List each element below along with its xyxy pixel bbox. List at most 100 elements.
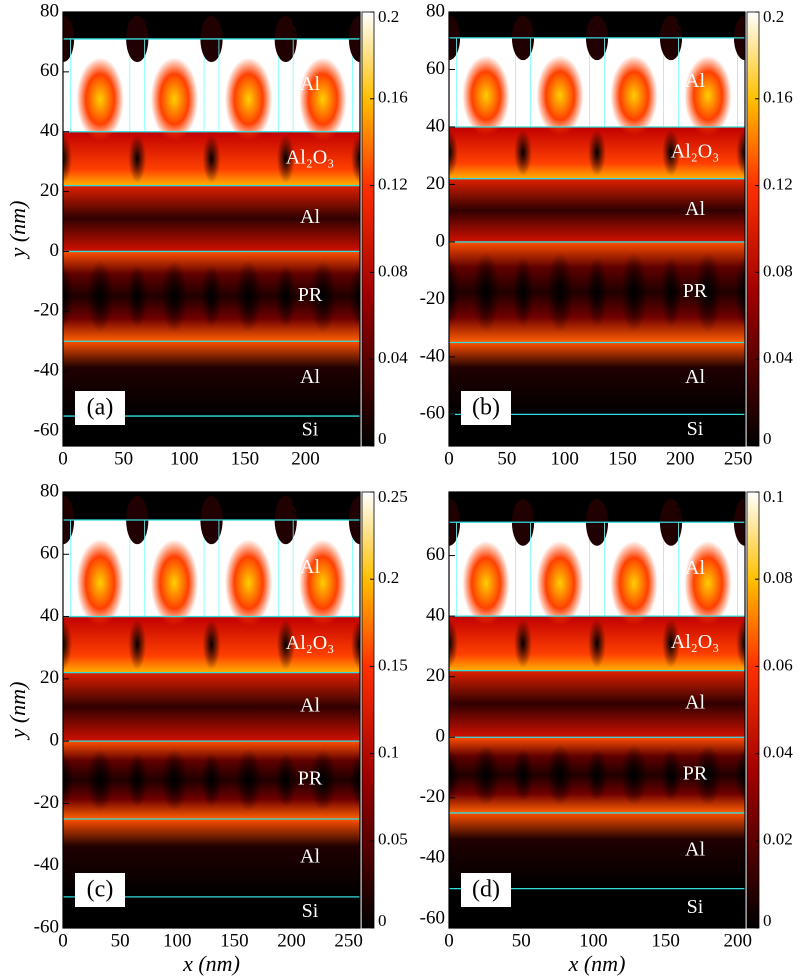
hot-blob xyxy=(76,57,124,142)
y-tick-label: -40 xyxy=(34,360,59,381)
layer-label: PR xyxy=(683,763,708,785)
x-tick-label: 150 xyxy=(220,930,249,951)
x-tick-label: 50 xyxy=(111,930,130,951)
hot-blob xyxy=(536,55,584,136)
al-mid-field xyxy=(449,178,745,242)
plot-frame xyxy=(62,11,361,447)
colorbar-label: 0.04 xyxy=(763,348,793,367)
dark-node xyxy=(86,748,114,812)
dark-node xyxy=(586,748,608,802)
dark-node xyxy=(201,752,222,808)
hot-blob xyxy=(610,55,658,136)
y-tick-label: -20 xyxy=(34,792,59,813)
dark-node xyxy=(588,129,606,177)
layer-label: Al xyxy=(300,73,320,95)
y-tick-label: 80 xyxy=(40,0,59,21)
dark-node xyxy=(512,257,534,328)
colorbar-label: 0 xyxy=(763,911,772,930)
hot-blob xyxy=(536,541,584,626)
x-tick-label: 250 xyxy=(724,448,753,469)
y-tick-label: -40 xyxy=(420,847,445,868)
colorbar-label: 0 xyxy=(378,429,387,448)
panel-label-box xyxy=(461,391,511,425)
layer-label: PR xyxy=(298,284,323,306)
dark-node xyxy=(276,619,295,670)
colorbar-label: 0.08 xyxy=(378,261,408,280)
panel-label: (b) xyxy=(472,395,500,421)
dark-node xyxy=(63,134,72,183)
colorbar xyxy=(746,11,760,447)
colorbar-label: 0.15 xyxy=(378,655,408,674)
dark-node xyxy=(546,744,574,806)
y-tick-label: 0 xyxy=(50,730,60,751)
field-map xyxy=(449,492,745,928)
dark-node xyxy=(586,257,608,328)
dark-node xyxy=(349,752,360,808)
dark-node xyxy=(275,752,297,808)
dark-node xyxy=(620,744,648,806)
dark-node xyxy=(201,264,222,328)
x-tick-label: 0 xyxy=(444,930,454,951)
dark-node xyxy=(736,618,745,668)
dark-node xyxy=(276,134,295,183)
layer-label: Al xyxy=(300,694,320,716)
colorbar-label: 0.1 xyxy=(378,743,399,762)
y-tick-label: 20 xyxy=(426,665,445,686)
layer-label: Al xyxy=(685,198,705,220)
colorbar-label: 0.08 xyxy=(763,261,793,280)
hot-blob xyxy=(224,57,273,142)
colorbar-label: 0.16 xyxy=(378,88,408,107)
plot-frame xyxy=(448,11,746,447)
colorbar-label: 0 xyxy=(378,911,387,930)
colorbar-label: 0.06 xyxy=(763,655,793,674)
layer-label: PR xyxy=(683,280,708,302)
hot-blob xyxy=(150,57,199,142)
dark-node xyxy=(449,618,458,668)
y-tick-label: 60 xyxy=(426,58,445,79)
al-mid-field xyxy=(63,672,360,742)
dark-node xyxy=(449,129,458,177)
panel-label: (d) xyxy=(472,877,500,903)
hot-blob xyxy=(462,541,510,626)
dark-node xyxy=(588,618,606,668)
colorbar xyxy=(361,11,375,447)
layer-label: Al xyxy=(685,70,705,92)
x-tick-label: 150 xyxy=(651,930,680,951)
y-tick-label: 40 xyxy=(426,115,445,136)
hot-blob xyxy=(150,539,199,627)
hot-blob xyxy=(684,541,732,626)
dark-node xyxy=(449,257,460,328)
layer-label: Al xyxy=(685,838,705,860)
dark-node xyxy=(662,618,680,668)
layer-label: Si xyxy=(687,418,704,440)
field-map xyxy=(63,492,360,928)
hot-blob xyxy=(224,539,273,627)
layer-label: Al xyxy=(300,846,320,868)
dark-node xyxy=(546,251,574,333)
x-tick-label: 150 xyxy=(608,448,637,469)
dark-node xyxy=(235,748,262,812)
y-tick-label: -60 xyxy=(420,403,445,424)
x-tick-label: 250 xyxy=(334,930,363,951)
hot-blob xyxy=(299,539,347,627)
plot-frame xyxy=(62,491,361,929)
colorbar-label: 0.12 xyxy=(763,175,793,194)
dark-node xyxy=(694,744,722,806)
x-tick-label: 50 xyxy=(512,930,531,951)
dark-node xyxy=(235,260,262,333)
y-tick-label: 20 xyxy=(40,180,59,201)
y-tick-label: 0 xyxy=(436,726,446,747)
colorbar-label: 0.25 xyxy=(378,487,408,506)
dark-node xyxy=(449,748,460,802)
layer-label: SiO₂ xyxy=(291,497,329,519)
x-tick-label: 200 xyxy=(666,448,695,469)
dark-node xyxy=(734,748,745,802)
dark-node xyxy=(161,748,188,812)
dark-node xyxy=(126,752,148,808)
dark-node xyxy=(734,257,745,328)
colorbar xyxy=(746,491,760,929)
colorbar-label: 0 xyxy=(763,429,772,448)
colorbar-label: 0.2 xyxy=(378,568,399,587)
panel-label: (a) xyxy=(87,395,114,421)
dark-node xyxy=(351,134,360,183)
